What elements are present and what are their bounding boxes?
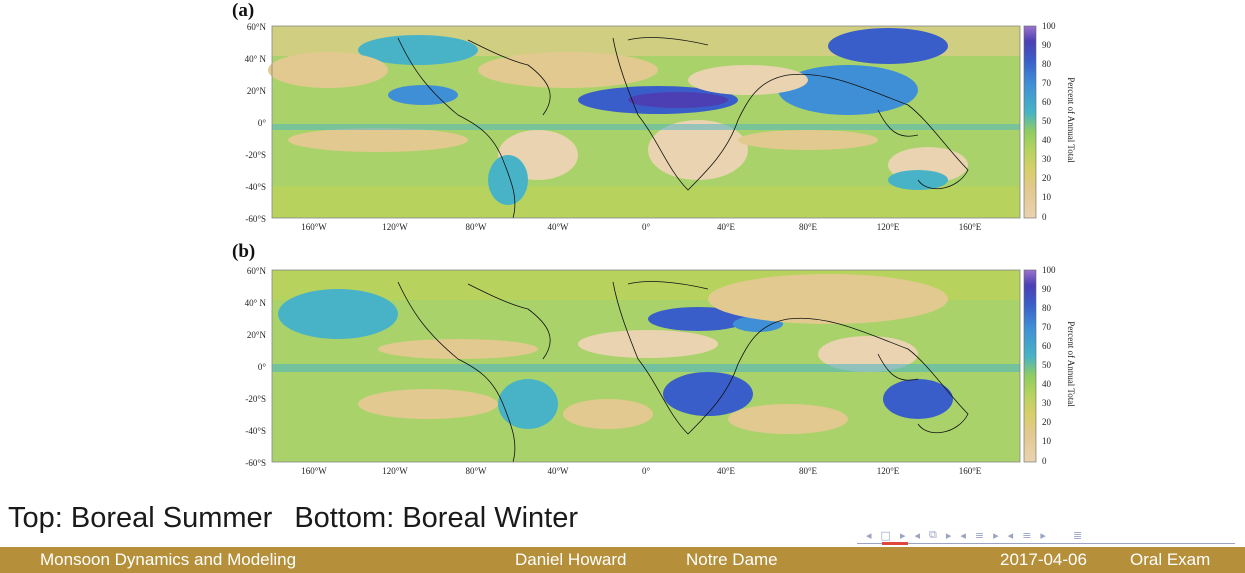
lon-label: 120°E bbox=[877, 222, 900, 232]
lon-label: 160°E bbox=[959, 222, 982, 232]
lon-label: 120°W bbox=[382, 466, 408, 476]
lat-label: -60°S bbox=[245, 458, 266, 468]
cb-tick: 30 bbox=[1042, 154, 1052, 164]
caption-top: Top: Boreal Summer bbox=[8, 502, 273, 534]
section-left-icon[interactable]: ◂ bbox=[960, 528, 966, 542]
beamer-navigation: ◂ □ ▸ ◂ ⧉ ▸ ◂ ≡ ▸ ◂ ≡ ▸ ≣ bbox=[866, 524, 1082, 546]
colorbar-b bbox=[1023, 269, 1037, 463]
footer-bar: Monsoon Dynamics and Modeling Daniel How… bbox=[0, 547, 1245, 573]
subsection-icon[interactable]: ⧉ bbox=[929, 528, 937, 541]
cb-tick: 90 bbox=[1042, 284, 1052, 294]
lon-label: 40°W bbox=[547, 466, 569, 476]
lat-label: 60°N bbox=[247, 266, 267, 276]
lon-label: 160°W bbox=[301, 466, 327, 476]
cb-tick: 40 bbox=[1042, 379, 1052, 389]
caption-bottom: Bottom: Boreal Winter bbox=[294, 502, 578, 534]
precip-field-b bbox=[272, 270, 1020, 434]
lon-label: 0° bbox=[642, 222, 651, 232]
cb-tick: 20 bbox=[1042, 173, 1052, 183]
colorbar-a bbox=[1023, 25, 1037, 219]
lat-label: 40° N bbox=[245, 298, 267, 308]
colorbar-ticks-b: 100 90 80 70 60 50 40 30 20 10 0 bbox=[1042, 265, 1056, 466]
slide-caption: Top: Boreal Summer Bottom: Boreal Winter bbox=[8, 502, 600, 535]
nav-underline bbox=[857, 543, 1235, 544]
lat-label: 0° bbox=[258, 118, 267, 128]
lat-label: 0° bbox=[258, 362, 267, 372]
coastlines-b bbox=[397, 281, 969, 463]
lat-label: -40°S bbox=[245, 426, 266, 436]
map-panel-b: 60°N 40° N 20°N 0° -20°S -40°S -60°S 160… bbox=[245, 265, 1076, 476]
lon-label: 80°W bbox=[465, 466, 487, 476]
nav-current-indicator bbox=[882, 542, 908, 545]
cb-tick: 50 bbox=[1042, 360, 1052, 370]
toc-left-icon[interactable]: ◂ bbox=[1007, 528, 1014, 542]
cb-tick: 100 bbox=[1042, 265, 1056, 275]
cb-tick: 90 bbox=[1042, 40, 1052, 50]
cb-tick: 70 bbox=[1042, 322, 1052, 332]
search-icon[interactable]: ≣ bbox=[1072, 528, 1083, 542]
cb-tick: 40 bbox=[1042, 135, 1052, 145]
cb-tick: 80 bbox=[1042, 303, 1052, 313]
cb-tick: 0 bbox=[1042, 456, 1047, 466]
lon-label: 80°E bbox=[799, 222, 818, 232]
lon-label: 80°W bbox=[465, 222, 487, 232]
colorbar-title-a: Percent of Annual Total bbox=[1066, 77, 1076, 163]
lat-label: -20°S bbox=[245, 394, 266, 404]
cb-tick: 10 bbox=[1042, 436, 1052, 446]
subsection-right-icon[interactable]: ▸ bbox=[945, 528, 952, 542]
cb-tick: 80 bbox=[1042, 59, 1052, 69]
lat-label: 20°N bbox=[247, 86, 267, 96]
frame-right-icon[interactable]: ▸ bbox=[899, 528, 906, 542]
panel-b-label: (b) bbox=[232, 241, 256, 262]
subsection-left-icon[interactable]: ◂ bbox=[914, 528, 920, 542]
lon-label: 40°W bbox=[547, 222, 569, 232]
section-right-icon[interactable]: ▸ bbox=[993, 528, 999, 542]
cb-tick: 60 bbox=[1042, 97, 1052, 107]
lat-label: -20°S bbox=[245, 150, 266, 160]
lon-label: 0° bbox=[642, 466, 651, 476]
lon-label: 160°W bbox=[301, 222, 327, 232]
precip-field-a bbox=[268, 26, 1020, 218]
lat-label: -40°S bbox=[245, 182, 266, 192]
footer-author: Daniel Howard bbox=[515, 550, 627, 569]
cb-tick: 10 bbox=[1042, 192, 1052, 202]
cb-tick: 0 bbox=[1042, 212, 1047, 222]
map-panel-a: 60°N 40° N 20°N 0° -20°S -40°S -60°S 160… bbox=[245, 21, 1076, 232]
footer-institute: Notre Dame bbox=[686, 550, 778, 569]
lat-label: 60°N bbox=[247, 22, 267, 32]
cb-tick: 20 bbox=[1042, 417, 1052, 427]
cb-tick: 50 bbox=[1042, 116, 1052, 126]
section-icon[interactable]: ≡ bbox=[974, 528, 985, 542]
lon-label: 80°E bbox=[799, 466, 818, 476]
colorbar-title-b: Percent of Annual Total bbox=[1066, 321, 1076, 407]
cb-tick: 70 bbox=[1042, 78, 1052, 88]
footer-event: Oral Exam bbox=[1130, 550, 1211, 569]
footer-title: Monsoon Dynamics and Modeling bbox=[40, 550, 297, 569]
colorbar-ticks-a: 100 90 80 70 60 50 40 30 20 10 0 bbox=[1042, 21, 1056, 222]
cb-tick: 100 bbox=[1042, 21, 1056, 31]
lon-label: 40°E bbox=[717, 466, 736, 476]
lat-label: 20°N bbox=[247, 330, 267, 340]
cb-tick: 60 bbox=[1042, 341, 1052, 351]
lat-label: -60°S bbox=[245, 214, 266, 224]
toc-right-icon[interactable]: ▸ bbox=[1040, 528, 1046, 542]
frame-icon[interactable]: □ bbox=[880, 528, 891, 542]
panel-a-label: (a) bbox=[232, 0, 255, 21]
coastlines-a bbox=[397, 37, 969, 219]
lon-label: 120°E bbox=[877, 466, 900, 476]
toc-icon[interactable]: ≡ bbox=[1022, 528, 1032, 542]
cb-tick: 30 bbox=[1042, 398, 1052, 408]
lat-label: 40° N bbox=[245, 54, 267, 64]
lon-label: 120°W bbox=[382, 222, 408, 232]
lon-label: 160°E bbox=[959, 466, 982, 476]
footer-date: 2017-04-06 bbox=[1000, 550, 1087, 569]
frame-left-icon[interactable]: ◂ bbox=[866, 528, 872, 542]
lon-label: 40°E bbox=[717, 222, 736, 232]
